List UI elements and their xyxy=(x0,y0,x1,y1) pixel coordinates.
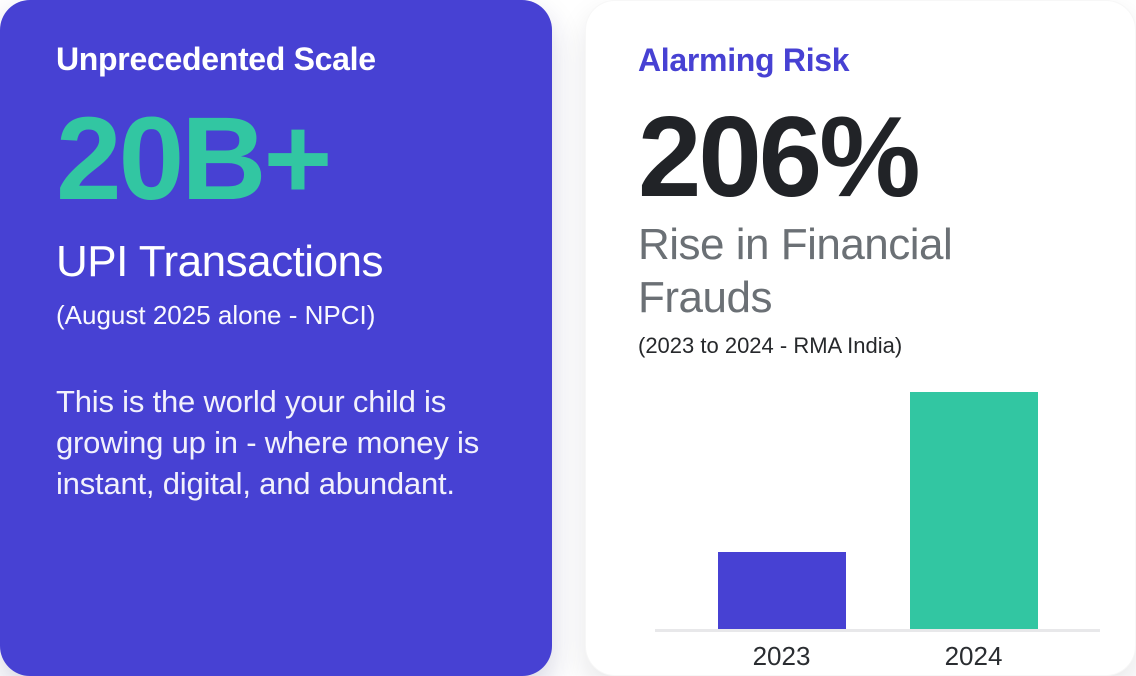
chart-plot xyxy=(655,391,1100,632)
upi-transactions-stat: 20B+ xyxy=(56,93,332,226)
upi-transactions-label: UPI Transactions xyxy=(56,237,384,287)
chart-axis-label-2023: 2023 xyxy=(752,640,811,671)
chart-axis-label-2024: 2024 xyxy=(944,640,1003,671)
chart-bar-2023 xyxy=(717,551,846,629)
card-unprecedented-scale: Unprecedented Scale 20B+ UPI Transaction… xyxy=(0,0,552,676)
fraud-bar-chart: 2023 2024 xyxy=(638,391,1100,672)
chart-bar-2024 xyxy=(909,391,1038,629)
left-card-body-text: This is the world your child is growing … xyxy=(56,383,480,502)
upi-transactions-source: (August 2025 alone - NPCI) xyxy=(56,300,376,331)
fraud-rise-source: (2023 to 2024 - RMA India) xyxy=(638,332,903,358)
right-card-title: Alarming Risk xyxy=(638,42,850,78)
card-alarming-risk: Alarming Risk 206% Rise in Financial Fra… xyxy=(585,0,1136,676)
chart-labels: 2023 2024 xyxy=(655,641,1100,672)
fraud-rise-stat: 206% xyxy=(638,94,921,222)
left-card-title: Unprecedented Scale xyxy=(56,41,376,77)
fraud-rise-label: Rise in Financial Frauds xyxy=(638,220,953,323)
